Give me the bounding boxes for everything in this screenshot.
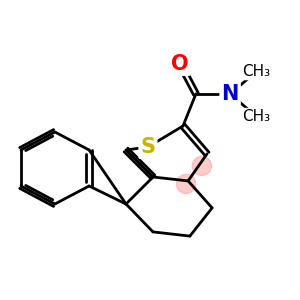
Text: CH₃: CH₃ <box>242 109 270 124</box>
Circle shape <box>176 174 196 194</box>
Circle shape <box>192 156 212 176</box>
Text: O: O <box>171 54 189 74</box>
Text: CH₃: CH₃ <box>242 64 270 80</box>
Text: N: N <box>221 84 239 104</box>
Text: S: S <box>140 137 155 157</box>
